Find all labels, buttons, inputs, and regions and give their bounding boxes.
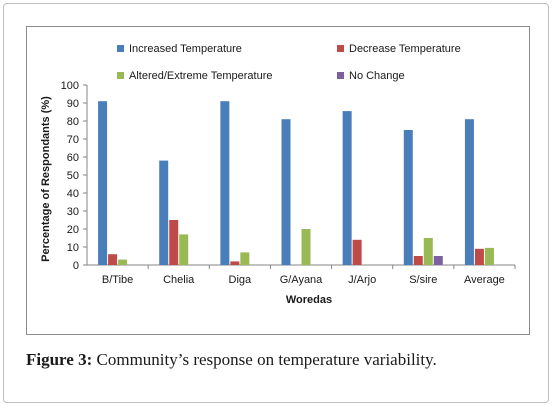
bar-increased-temperature-j-arjo [342,111,352,265]
bar-increased-temperature-diga [220,101,230,265]
bar-altered-extreme-temperature-s-sire [423,238,433,265]
y-axis-title: Percentage of Respondants (%) [40,96,52,262]
caption-label: Figure 3: [26,350,93,369]
legend-swatch-altered-extreme-temperature [117,72,124,79]
legend-swatch-decrease-temperature [337,45,344,52]
bar-increased-temperature-b-tibe [98,101,108,265]
y-tick-label-30: 30 [67,206,79,218]
x-tick-label-chelia: Chelia [163,274,195,286]
y-tick-label-10: 10 [67,242,79,254]
legend-label-no-change: No Change [349,70,405,82]
x-tick-label-diga: Diga [229,274,253,286]
x-tick-label-j-arjo: J/Arjo [348,274,376,286]
bar-altered-extreme-temperature-chelia [179,234,189,265]
y-tick-label-60: 60 [67,152,79,164]
chart-area: Increased Temperature Decrease Temperatur… [26,26,530,335]
legend-label-altered-extreme-temperature: Altered/Extreme Temperature [129,70,272,82]
legend-swatch-no-change [337,72,344,79]
y-tick-label-40: 40 [67,188,79,200]
y-tick-label-70: 70 [67,134,79,146]
bar-decrease-temperature-chelia [169,220,179,265]
bar-decrease-temperature-b-tibe [108,254,118,265]
y-tick-label-50: 50 [67,170,79,182]
bar-increased-temperature-s-sire [403,130,413,265]
figure-frame: Increased Temperature Decrease Temperatur… [3,3,549,403]
y-tick-label-90: 90 [67,98,79,110]
y-tick-label-100: 100 [61,80,79,92]
y-tick-label-80: 80 [67,116,79,128]
bar-altered-extreme-temperature-average [484,247,494,265]
caption-text: Community’s response on temperature vari… [92,350,437,369]
bar-altered-extreme-temperature-b-tibe [118,259,128,265]
legend-label-decrease-temperature: Decrease Temperature [349,43,461,55]
legend-label-increased-temperature: Increased Temperature [129,43,242,55]
legend-swatch-increased-temperature [117,45,124,52]
bar-decrease-temperature-s-sire [413,256,423,265]
bar-decrease-temperature-j-arjo [352,239,362,265]
bar-decrease-temperature-diga [230,261,240,265]
x-axis-title: Woredas [286,294,332,306]
x-tick-label-average: Average [464,274,505,286]
x-tick-label-g-ayana: G/Ayana [280,274,323,286]
bar-decrease-temperature-average [474,248,484,265]
bar-increased-temperature-average [464,119,474,265]
bar-no-change-s-sire [433,256,443,265]
bar-increased-temperature-g-ayana [281,119,291,265]
bar-increased-temperature-chelia [159,160,169,265]
bar-altered-extreme-temperature-diga [240,252,250,265]
bar-chart: Increased Temperature Decrease Temperatur… [40,43,516,306]
y-tick-label-0: 0 [73,260,79,272]
bar-altered-extreme-temperature-g-ayana [301,229,311,265]
x-tick-label-s-sire: S/sire [409,274,437,286]
figure-caption: Figure 3: Community’s response on temper… [26,350,437,370]
y-tick-label-20: 20 [67,224,79,236]
x-tick-label-b-tibe: B/Tibe [102,274,133,286]
